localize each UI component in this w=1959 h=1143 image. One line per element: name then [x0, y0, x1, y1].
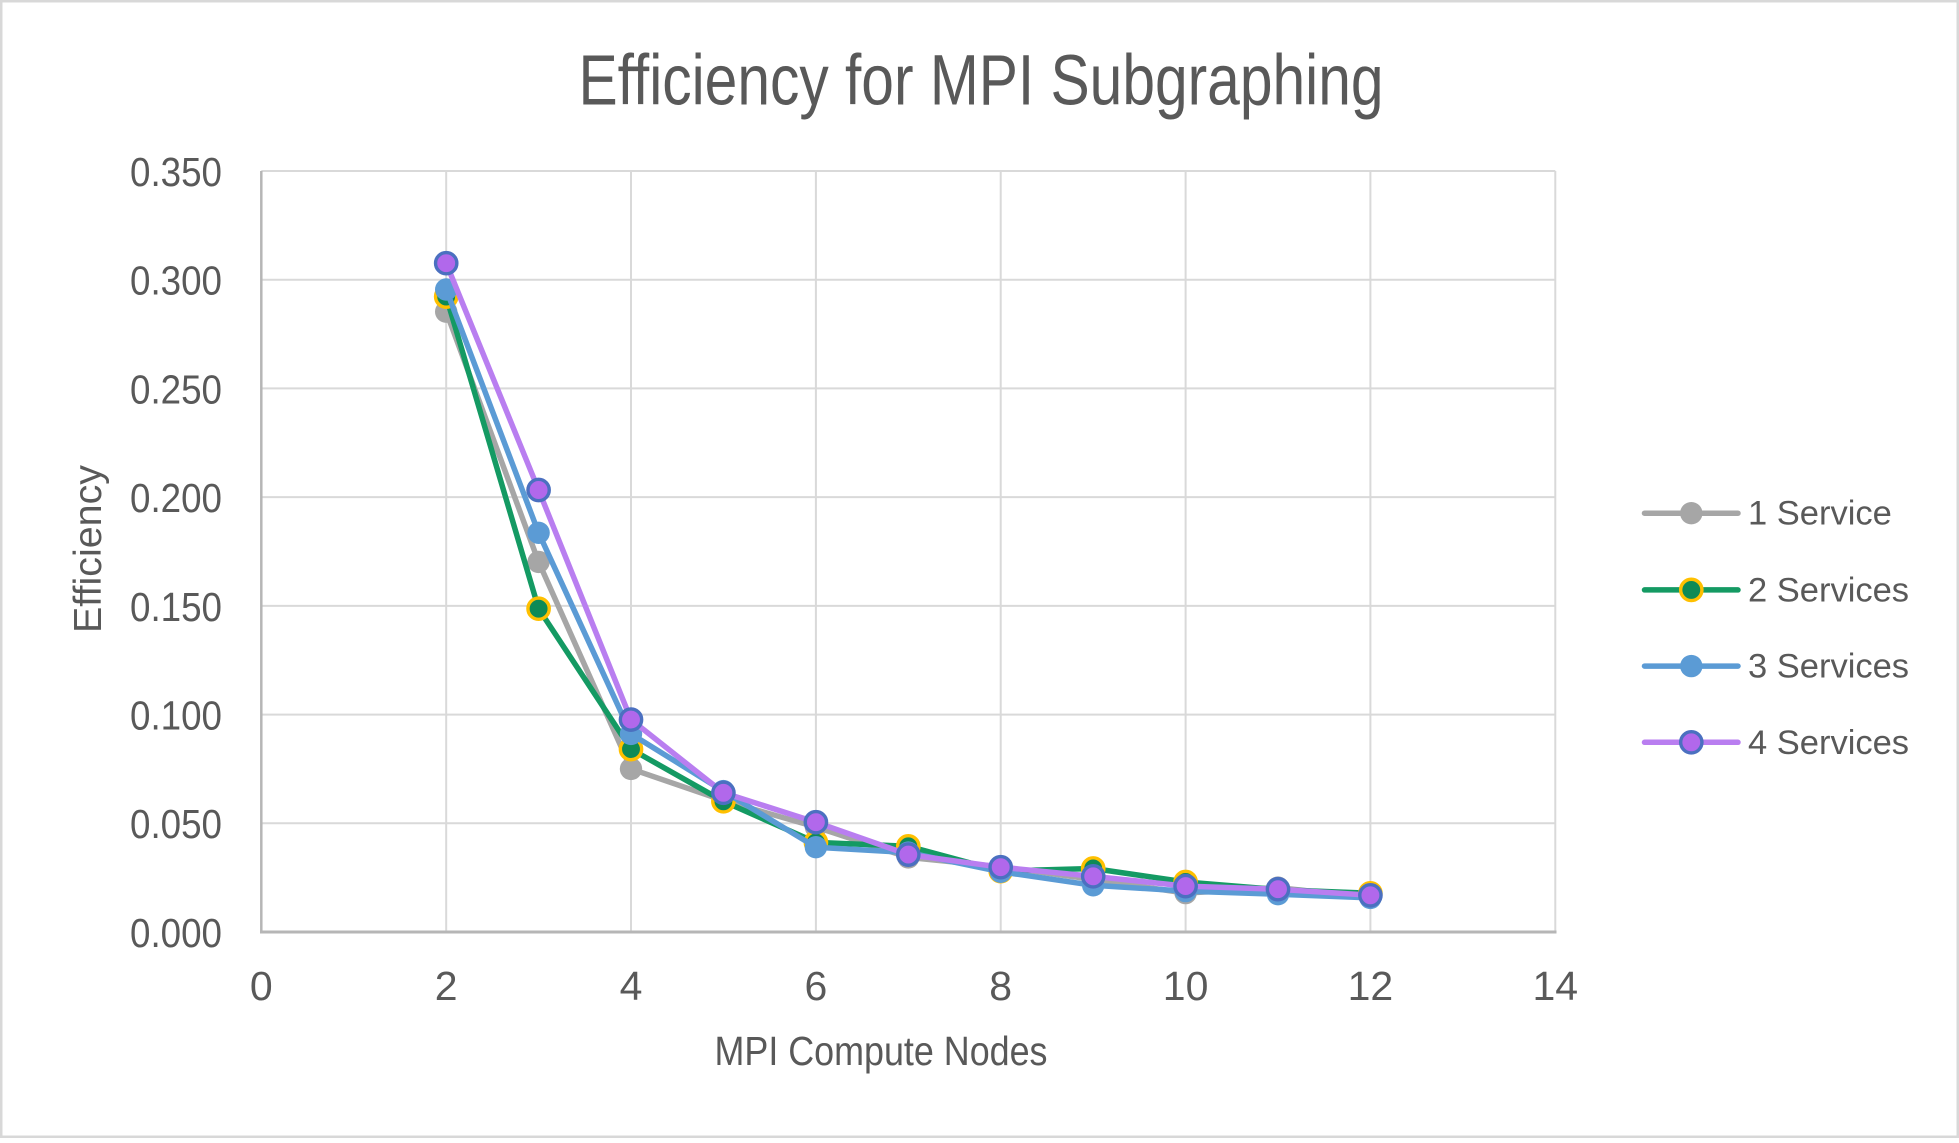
svg-text:14: 14: [1532, 963, 1578, 1009]
svg-text:10: 10: [1163, 963, 1209, 1009]
svg-text:0.000: 0.000: [130, 910, 222, 956]
svg-text:Efficiency: Efficiency: [67, 465, 110, 633]
svg-text:0.050: 0.050: [130, 801, 222, 847]
svg-text:3 Services: 3 Services: [1748, 648, 1909, 686]
svg-text:1 Service: 1 Service: [1748, 495, 1892, 533]
svg-text:0.300: 0.300: [130, 258, 222, 304]
svg-text:4 Services: 4 Services: [1748, 724, 1909, 762]
svg-text:2 Services: 2 Services: [1748, 571, 1909, 609]
svg-text:12: 12: [1348, 963, 1394, 1009]
svg-text:8: 8: [989, 963, 1012, 1009]
svg-text:0: 0: [250, 963, 273, 1009]
svg-text:2: 2: [435, 963, 458, 1009]
svg-text:0.350: 0.350: [130, 149, 222, 195]
svg-text:0.200: 0.200: [130, 475, 222, 521]
svg-text:0.250: 0.250: [130, 366, 222, 412]
svg-text:Efficiency for MPI Subgraphing: Efficiency for MPI Subgraphing: [579, 41, 1384, 120]
svg-text:0.100: 0.100: [130, 693, 222, 739]
svg-text:MPI Compute Nodes: MPI Compute Nodes: [715, 1028, 1048, 1074]
svg-text:4: 4: [620, 963, 643, 1009]
svg-text:0.150: 0.150: [130, 584, 222, 630]
svg-text:6: 6: [804, 963, 827, 1009]
